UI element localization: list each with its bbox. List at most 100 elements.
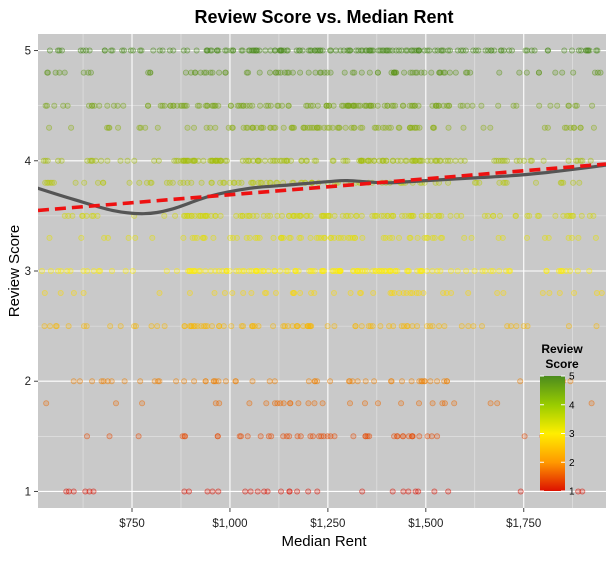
data-point [182, 102, 189, 109]
data-point [201, 69, 208, 76]
data-point [207, 124, 214, 131]
data-point [467, 69, 474, 76]
data-point [316, 69, 323, 76]
data-point [236, 433, 243, 440]
y-axis: 1 2 3 4 5 [25, 46, 38, 498]
data-point [339, 212, 346, 219]
data-point [83, 212, 90, 219]
data-point [369, 323, 376, 330]
data-point [246, 400, 253, 407]
legend-ticks: 1 2 3 4 5 [540, 372, 575, 498]
data-point [217, 212, 224, 219]
data-point [100, 378, 107, 385]
data-point [421, 69, 428, 76]
data-point [197, 267, 204, 274]
data-point [156, 378, 163, 385]
data-point [434, 47, 441, 54]
data-point [226, 267, 233, 274]
data-point [489, 267, 496, 274]
data-point [408, 433, 415, 440]
data-point [80, 267, 87, 274]
data-point [104, 102, 111, 109]
data-point [521, 433, 528, 440]
data-point [561, 47, 568, 54]
data-point [195, 212, 202, 219]
data-point [214, 433, 221, 440]
data-point [567, 124, 574, 131]
data-point [251, 47, 258, 54]
data-point [402, 212, 409, 219]
data-point [439, 234, 446, 241]
data-point [182, 69, 189, 76]
data-point [200, 234, 207, 241]
data-point [69, 212, 76, 219]
data-point [243, 234, 250, 241]
data-point [80, 69, 87, 76]
data-point [573, 102, 580, 109]
data-point [144, 102, 151, 109]
data-point [542, 234, 549, 241]
data-point [329, 124, 336, 131]
data-point [364, 433, 371, 440]
data-point [443, 289, 450, 296]
data-point [239, 212, 246, 219]
data-point [312, 69, 319, 76]
data-point [284, 157, 291, 164]
data-point [87, 157, 94, 164]
data-point [297, 212, 304, 219]
data-point [431, 234, 438, 241]
data-point [297, 289, 304, 296]
data-point [357, 289, 364, 296]
data-point [440, 47, 447, 54]
data-point [441, 323, 448, 330]
data-point [470, 323, 477, 330]
data-point [374, 102, 381, 109]
data-point [227, 102, 234, 109]
data-point [424, 47, 431, 54]
data-point [51, 102, 58, 109]
data-point [223, 47, 230, 54]
data-point [223, 267, 230, 274]
data-point [358, 212, 365, 219]
data-point [70, 378, 77, 385]
data-point [572, 102, 579, 109]
data-point [342, 124, 349, 131]
data-point [496, 179, 503, 186]
data-point [270, 323, 277, 330]
data-point [389, 488, 396, 495]
data-point [396, 124, 403, 131]
data-point [43, 400, 50, 407]
data-point [68, 124, 75, 131]
data-point [569, 47, 576, 54]
data-point [177, 102, 184, 109]
data-point [340, 234, 347, 241]
data-point [131, 157, 138, 164]
data-point [196, 102, 203, 109]
data-point [151, 157, 158, 164]
data-point [284, 69, 291, 76]
data-point [186, 323, 193, 330]
data-point [544, 124, 551, 131]
data-point [399, 433, 406, 440]
data-point [390, 69, 397, 76]
data-point [435, 102, 442, 109]
data-point [294, 488, 301, 495]
data-point [148, 179, 155, 186]
data-point [335, 124, 342, 131]
data-point [257, 433, 264, 440]
data-point [400, 102, 407, 109]
data-point [352, 102, 359, 109]
data-point [593, 47, 600, 54]
data-point [380, 212, 387, 219]
data-point [222, 47, 229, 54]
data-point [184, 212, 191, 219]
data-point [536, 102, 543, 109]
data-point [289, 69, 296, 76]
data-point [305, 378, 312, 385]
data-point [517, 378, 524, 385]
data-point [217, 157, 224, 164]
data-point [42, 157, 49, 164]
data-point [317, 47, 324, 54]
data-point [256, 234, 263, 241]
data-point [42, 179, 49, 186]
